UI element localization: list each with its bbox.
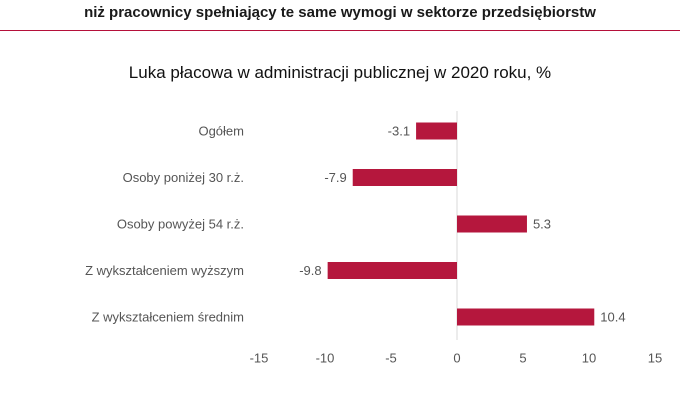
x-tick-label: -15 [250, 351, 269, 366]
value-label: -7.9 [324, 170, 346, 185]
value-label: -9.8 [299, 263, 321, 278]
x-tick-label: 15 [648, 351, 662, 366]
x-tick-label: -5 [385, 351, 397, 366]
header-divider [0, 30, 680, 31]
header-line-2: niż pracownicy spełniający te same wymog… [84, 4, 596, 21]
value-label: 10.4 [600, 310, 625, 325]
value-label: 5.3 [533, 217, 551, 232]
bar [416, 122, 457, 140]
category-label: Z wykształceniem wyższym [85, 263, 244, 278]
bar [327, 262, 457, 279]
category-label: Ogółem [198, 124, 244, 139]
x-tick-label: 5 [519, 351, 526, 366]
value-label: -3.1 [388, 124, 410, 139]
x-tick-label: -10 [316, 351, 335, 366]
x-tick-label: 10 [582, 351, 596, 366]
bar [457, 215, 527, 233]
chart-title: Luka płacowa w administracji publicznej … [128, 63, 552, 82]
category-label: Osoby poniżej 30 r.ż. [123, 170, 244, 185]
bar [457, 308, 595, 326]
bar [352, 169, 457, 186]
category-label: Z wykształceniem średnim [92, 310, 244, 325]
category-label: Osoby powyżej 54 r.ż. [117, 217, 244, 232]
x-tick-label: 0 [453, 351, 460, 366]
